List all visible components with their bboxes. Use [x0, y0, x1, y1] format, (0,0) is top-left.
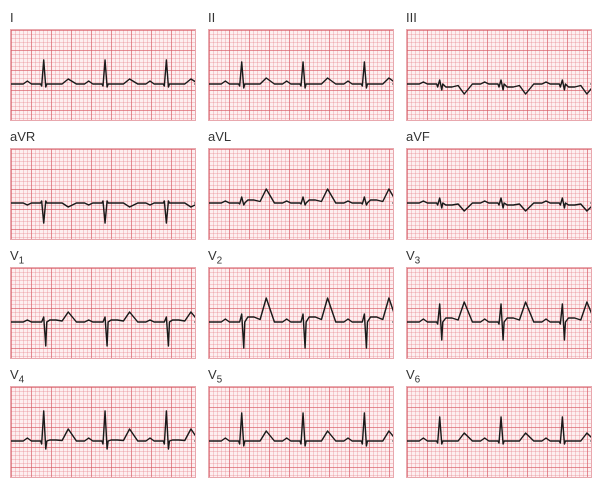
ecg-trace-aVR — [11, 149, 195, 239]
lead-cell-V3: V3 — [406, 248, 590, 359]
ecg-strip-II — [208, 29, 394, 121]
ecg-trace-III — [407, 30, 591, 120]
ecg-trace-I — [11, 30, 195, 120]
lead-label-V5: V5 — [208, 367, 392, 383]
lead-label-aVF: aVF — [406, 129, 590, 145]
lead-cell-aVF: aVF — [406, 129, 590, 240]
lead-cell-aVR: aVR — [10, 129, 194, 240]
ecg-trace-V6 — [407, 387, 591, 477]
lead-cell-II: II — [208, 10, 392, 121]
lead-label-I: I — [10, 10, 194, 26]
lead-cell-V4: V4 — [10, 367, 194, 478]
lead-label-V1: V1 — [10, 248, 194, 264]
lead-cell-V1: V1 — [10, 248, 194, 359]
ecg-trace-V3 — [407, 268, 591, 358]
ecg-strip-I — [10, 29, 196, 121]
lead-cell-V6: V6 — [406, 367, 590, 478]
ecg-trace-V4 — [11, 387, 195, 477]
lead-label-II: II — [208, 10, 392, 26]
ecg-trace-V5 — [209, 387, 393, 477]
lead-cell-V5: V5 — [208, 367, 392, 478]
lead-label-V2: V2 — [208, 248, 392, 264]
lead-cell-III: III — [406, 10, 590, 121]
lead-label-aVR: aVR — [10, 129, 194, 145]
ecg-trace-aVF — [407, 149, 591, 239]
ecg-strip-aVR — [10, 148, 196, 240]
lead-label-aVL: aVL — [208, 129, 392, 145]
ecg-12-lead-grid: IIIIIIaVRaVLaVFV1V2V3V4V5V6 — [10, 10, 590, 478]
ecg-strip-V1 — [10, 267, 196, 359]
ecg-strip-aVL — [208, 148, 394, 240]
ecg-trace-V2 — [209, 268, 393, 358]
ecg-trace-V1 — [11, 268, 195, 358]
lead-cell-V2: V2 — [208, 248, 392, 359]
ecg-trace-aVL — [209, 149, 393, 239]
ecg-strip-III — [406, 29, 592, 121]
ecg-trace-II — [209, 30, 393, 120]
lead-label-V4: V4 — [10, 367, 194, 383]
ecg-strip-V2 — [208, 267, 394, 359]
ecg-strip-V3 — [406, 267, 592, 359]
ecg-strip-V4 — [10, 386, 196, 478]
lead-cell-aVL: aVL — [208, 129, 392, 240]
ecg-strip-V6 — [406, 386, 592, 478]
lead-cell-I: I — [10, 10, 194, 121]
ecg-strip-aVF — [406, 148, 592, 240]
lead-label-III: III — [406, 10, 590, 26]
ecg-strip-V5 — [208, 386, 394, 478]
lead-label-V3: V3 — [406, 248, 590, 264]
lead-label-V6: V6 — [406, 367, 590, 383]
